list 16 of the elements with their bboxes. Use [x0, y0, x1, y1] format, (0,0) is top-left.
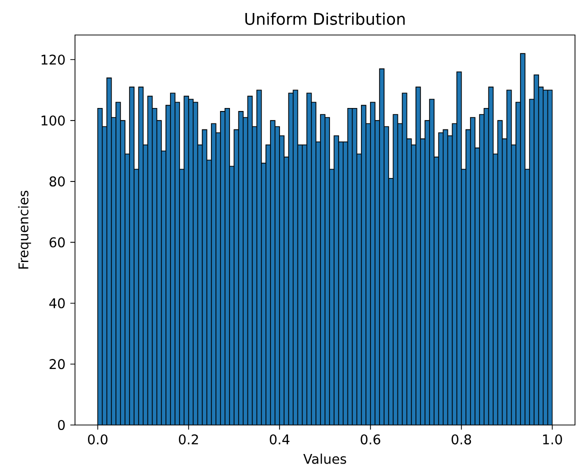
x-axis-title: Values [303, 454, 346, 464]
y-tick-label: 100 [42, 115, 65, 126]
x-tick-label: 0.6 [360, 434, 380, 444]
y-tick-label: 40 [49, 298, 65, 308]
x-tick-label: 0.0 [88, 434, 108, 444]
y-tick-label: 20 [50, 359, 65, 370]
x-tick-label: 0.4 [270, 434, 290, 444]
y-tick-label: 80 [50, 176, 65, 186]
chart-title: Uniform Distribution [245, 12, 405, 25]
y-tick-label: 120 [42, 54, 65, 65]
x-tick-label: 0.2 [178, 434, 198, 444]
x-tick-label: 1.0 [543, 434, 562, 444]
y-axis-title: Frequencies [18, 190, 32, 269]
y-tick-label: 0 [58, 420, 65, 430]
y-tick-label: 60 [50, 237, 65, 248]
x-tick-label: 0.8 [452, 434, 472, 444]
